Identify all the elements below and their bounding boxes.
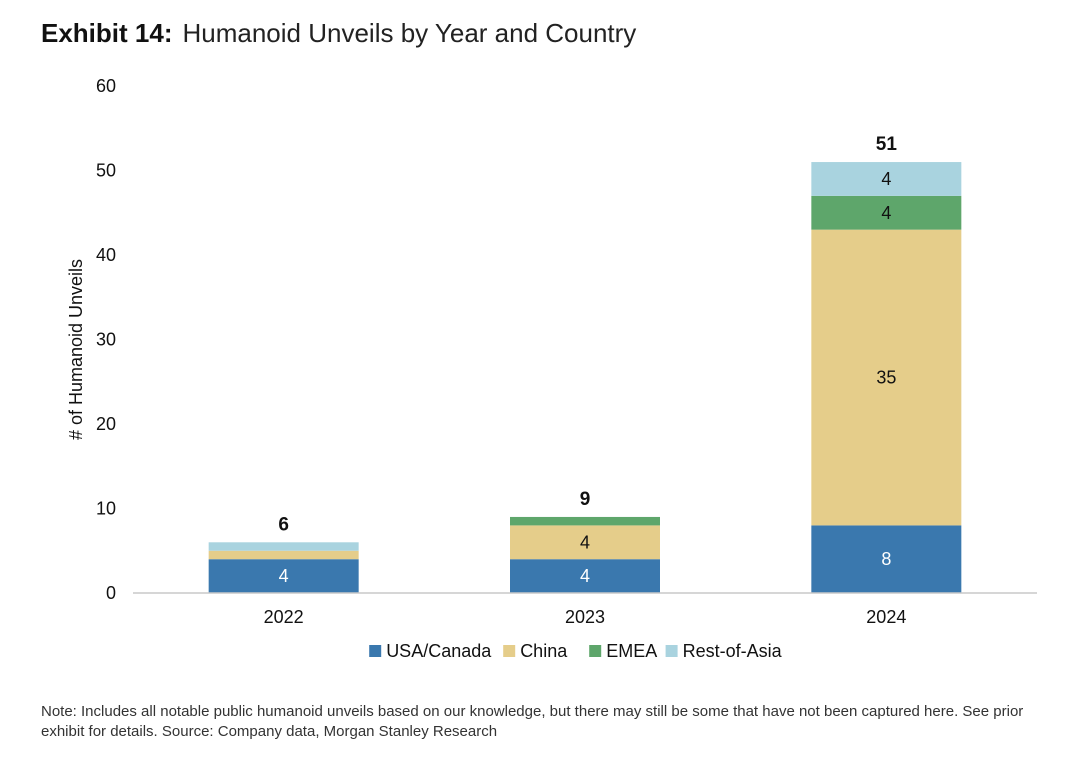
y-tick-label: 40: [96, 245, 116, 265]
legend-swatch: [369, 645, 382, 657]
bar-segment-usa-canada: [510, 559, 660, 593]
x-tick-label: 2023: [565, 607, 605, 627]
bar-segment-rest-of-asia: [208, 542, 359, 551]
data-label: 4: [580, 532, 590, 552]
total-label: 9: [580, 489, 591, 510]
bar-segment-emea: [811, 195, 962, 230]
stacked-bar-chart: 0 10 20 30 40 50 60 # of Humanoid Unveils 4 6 2022…: [66, 76, 1037, 661]
x-tick-label: 2024: [866, 607, 906, 627]
legend-label: EMEA: [606, 641, 657, 661]
y-tick-label: 0: [106, 583, 116, 603]
y-tick-label: 30: [96, 330, 116, 350]
total-label: 51: [876, 134, 898, 155]
y-tick-label: 60: [96, 76, 116, 96]
data-label: 35: [876, 368, 896, 388]
exhibit-title: Exhibit 14: Humanoid Unveils by Year and …: [41, 18, 636, 49]
bar-segment-usa-canada: [208, 559, 359, 593]
bar-segment-rest-of-asia: [811, 162, 962, 196]
bar-segment-emea: [510, 516, 660, 526]
legend-label: China: [520, 641, 568, 661]
chart-title: Humanoid Unveils by Year and Country: [182, 18, 637, 48]
legend-swatch: [665, 645, 678, 657]
data-label: 4: [881, 169, 891, 189]
bar-segment-usa-canada: [811, 525, 962, 593]
y-axis-title: # of Humanoid Unveils: [66, 259, 86, 440]
data-label: 4: [881, 203, 891, 223]
legend-label: USA/Canada: [386, 641, 492, 661]
y-tick-label: 50: [96, 161, 116, 181]
total-label: 6: [278, 514, 289, 535]
data-label: 4: [580, 566, 590, 586]
data-label: 4: [279, 566, 289, 586]
x-tick-label: 2022: [264, 607, 304, 627]
data-label: 8: [881, 549, 891, 569]
bar-segment-china: [510, 525, 660, 560]
y-tick-label: 10: [96, 499, 116, 519]
bar-segment-china: [811, 229, 962, 526]
legend-swatch: [503, 645, 516, 657]
legend-label: Rest-of-Asia: [683, 641, 783, 661]
exhibit-number: Exhibit 14:: [41, 18, 173, 48]
legend-swatch: [589, 645, 602, 657]
bar-segment-china: [208, 550, 359, 560]
y-tick-label: 20: [96, 414, 116, 434]
footnote: Note: Includes all notable public humano…: [41, 703, 1024, 740]
